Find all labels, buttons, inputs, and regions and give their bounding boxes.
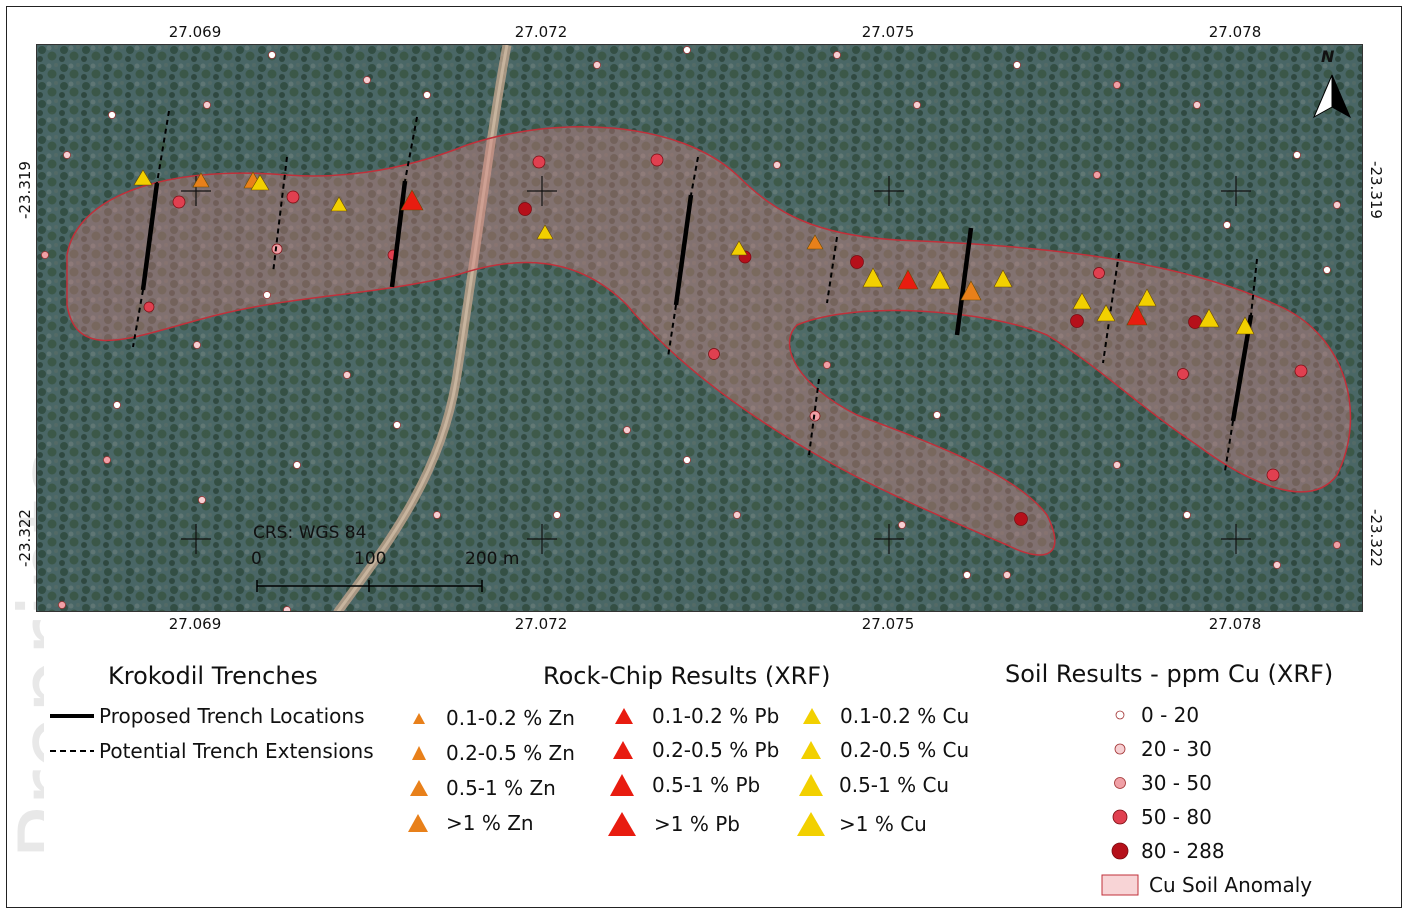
dashed-line-icon [50, 750, 94, 752]
north-arrow-label: N [1321, 47, 1335, 66]
cu-triangle-icon [801, 741, 821, 759]
soil-dot-icon [1114, 777, 1126, 789]
zn-triangle-icon [412, 746, 426, 760]
legend-soil-2: 20 - 30 [1112, 737, 1212, 761]
legend-trenches: Krokodil Trenches [108, 662, 318, 690]
soil-points [41, 46, 1341, 611]
soil-dot-icon [1114, 743, 1126, 755]
north-arrow-icon [1312, 74, 1352, 119]
cu-triangle-icon [803, 708, 821, 724]
pb-triangle-icon [615, 708, 633, 724]
cu-triangle-icon [797, 812, 825, 836]
legend-pb-1: 0.1-0.2 % Pb [612, 704, 779, 728]
legend-pb-4: >1 % Pb [606, 810, 740, 838]
scale-label-0: 0 [251, 549, 262, 569]
scale-label-100: 100 [354, 549, 387, 569]
x-tick-top-2: 27.072 [514, 23, 568, 41]
pb-triangle-icon [610, 774, 634, 796]
y-tick-right-2: -23.322 [1367, 509, 1385, 567]
trenches [132, 110, 1258, 472]
rock-chip-points [133, 169, 1255, 335]
anomaly-swatch-icon [1101, 874, 1139, 896]
soil-dot-icon [1112, 809, 1128, 825]
legend-zn-4: >1 % Zn [406, 811, 534, 835]
cu-triangle-icon [799, 774, 823, 796]
zn-triangle-icon [408, 814, 428, 832]
scale-bar [256, 580, 483, 592]
legend-soil-title: Soil Results - ppm Cu (XRF) [1005, 660, 1334, 688]
x-tick-top-3: 27.075 [861, 23, 915, 41]
solid-line-icon [50, 714, 94, 718]
cu-soil-anomaly [66, 126, 1352, 556]
x-tick-bottom-4: 27.078 [1208, 615, 1262, 633]
legend-zn-1: 0.1-0.2 % Zn [410, 706, 575, 730]
satellite-map[interactable]: N CRS: WGS 84 0 100 200 m [36, 44, 1363, 612]
soil-dot-icon [1115, 710, 1125, 720]
legend-cu-2: 0.2-0.5 % Cu [798, 738, 969, 762]
legend-soil: Soil Results - ppm Cu (XRF) [1005, 660, 1333, 688]
legend-soil-5: 80 - 288 [1110, 839, 1225, 863]
legend-cu-1: 0.1-0.2 % Cu [800, 704, 969, 728]
map-frame [6, 6, 1402, 908]
legend-proposed-trench: Proposed Trench Locations [50, 704, 365, 728]
x-tick-bottom-3: 27.075 [861, 615, 915, 633]
y-tick-right-1: -23.319 [1367, 161, 1385, 219]
legend-cu-4: >1 % Cu [795, 810, 927, 838]
legend-pb-2: 0.2-0.5 % Pb [610, 738, 779, 762]
legend-soil-1: 0 - 20 [1112, 703, 1199, 727]
legend-zn-3: 0.5-1 % Zn [408, 776, 556, 800]
x-tick-top-4: 27.078 [1208, 23, 1262, 41]
graticule-crosses [181, 176, 1251, 554]
legend-soil-3: 30 - 50 [1112, 771, 1212, 795]
x-tick-bottom-2: 27.072 [514, 615, 568, 633]
legend-trench-extension: Potential Trench Extensions [50, 739, 374, 763]
soil-dot-icon [1111, 842, 1129, 860]
pb-triangle-icon [613, 741, 633, 759]
scale-label-200: 200 m [465, 549, 520, 569]
legend-cu-3: 0.5-1 % Cu [797, 772, 949, 798]
zn-triangle-icon [413, 713, 425, 724]
x-tick-bottom-1: 27.069 [168, 615, 222, 633]
legend-pb-3: 0.5-1 % Pb [608, 772, 760, 798]
zn-triangle-icon [410, 780, 428, 796]
legend-rock-chip-title: Rock-Chip Results (XRF) [543, 662, 831, 690]
y-tick-left-2: -23.322 [16, 509, 34, 567]
legend-soil-anomaly: Cu Soil Anomaly [1101, 873, 1312, 897]
legend-trenches-title: Krokodil Trenches [108, 662, 318, 690]
legend-soil-4: 50 - 80 [1111, 805, 1212, 829]
legend-rock-chip: Rock-Chip Results (XRF) [543, 662, 830, 690]
legend-zn-2: 0.2-0.5 % Zn [410, 741, 575, 765]
pb-triangle-icon [608, 812, 636, 836]
y-tick-left-1: -23.319 [16, 161, 34, 219]
x-tick-top-1: 27.069 [168, 23, 222, 41]
crs-label: CRS: WGS 84 [253, 523, 367, 543]
